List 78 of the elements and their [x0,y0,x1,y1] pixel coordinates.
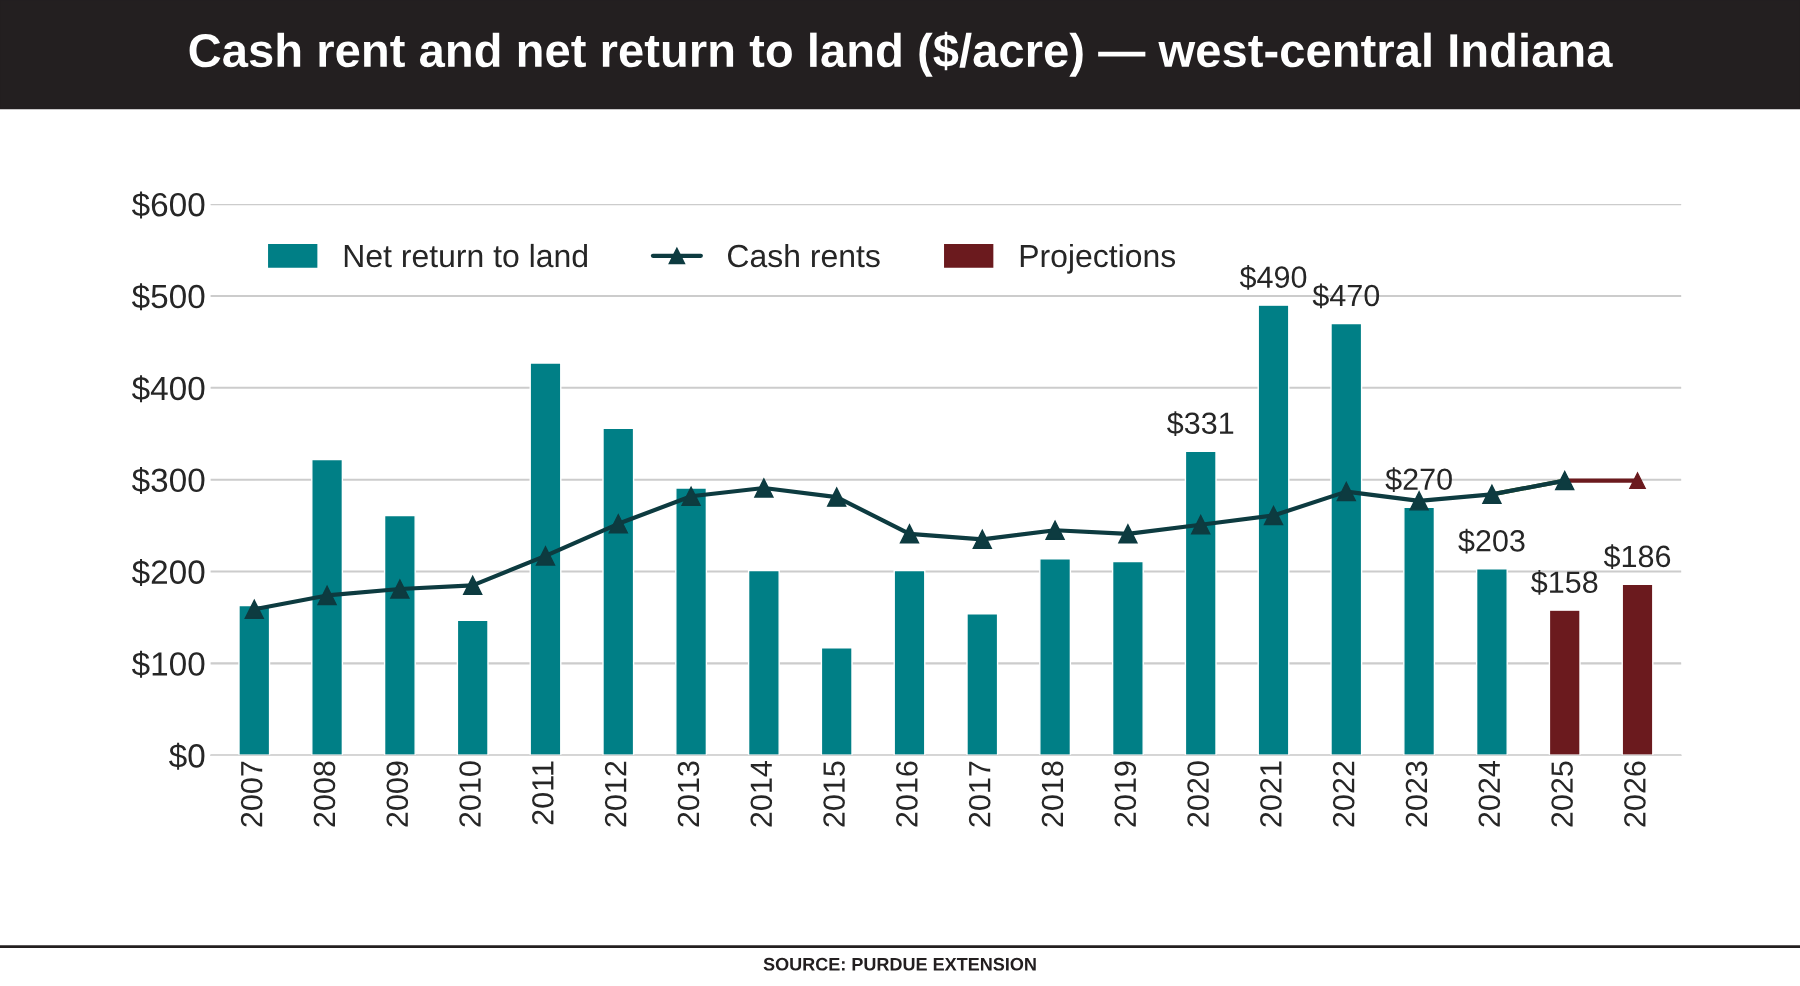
x-tick-label: 2013 [677,761,700,827]
bar [1548,609,1581,756]
bar [1257,304,1290,756]
data-label: $470 [1312,283,1380,309]
y-tick-label: $400 [131,375,205,403]
point [1336,481,1357,502]
y-tick-label: $500 [131,283,205,311]
point [1190,514,1211,535]
point [826,487,847,507]
bar [1621,583,1654,756]
x-tick-label: 2021 [1260,761,1282,827]
bar [1403,506,1436,756]
x-tick-label: 2023 [1405,761,1428,827]
point [1045,520,1065,540]
point [608,514,629,534]
y-tick-label: $600 [131,191,205,219]
x-tick-label: 2007 [240,761,263,827]
bar [747,569,780,756]
bar [1039,557,1072,756]
bar [1184,450,1217,756]
x-tick-label: 2015 [823,761,845,827]
x-tick-label: 2019 [1114,761,1137,827]
x-tick-label: 2022 [1332,761,1355,827]
bar [893,569,926,756]
x-tick-label: 2017 [968,761,991,827]
bar [1111,560,1144,756]
bar [456,619,489,756]
bar [238,604,271,756]
legend-label: Net return to land [344,243,587,268]
point [681,486,701,506]
y-tick-label: $200 [131,558,205,586]
bar [1475,568,1508,756]
x-tick-label: 2009 [386,761,409,827]
point [1118,524,1138,544]
x-tick-label: 2026 [1624,761,1646,827]
bar [1330,322,1363,756]
data-label: $158 [1531,570,1598,595]
data-label: $331 [1167,411,1234,436]
data-label: $490 [1239,265,1307,290]
x-tick-label: 2024 [1478,761,1501,827]
point [1482,484,1502,505]
x-tick-label: 2011 [532,761,554,825]
x-tick-label: 2016 [896,761,918,827]
data-label: $203 [1458,528,1525,554]
x-tick-label: 2012 [604,761,627,827]
x-tick-label: 2008 [313,761,336,827]
point [1409,491,1429,511]
point [317,585,337,606]
point [1629,472,1646,489]
bar [529,362,562,756]
bar [675,487,708,756]
legend-label: Projections [1020,243,1176,274]
bar [311,458,344,756]
point [390,579,410,599]
x-tick-label: 2018 [1041,761,1064,827]
bar [383,514,416,756]
bar [602,427,635,756]
point [754,478,774,498]
point [899,524,920,544]
data-label: $270 [1385,467,1452,492]
point [244,599,265,619]
x-tick-label: 2014 [750,761,773,827]
bar [966,613,999,756]
x-tick-label: 2025 [1551,761,1573,827]
y-tick-label: $0 [169,742,205,770]
point [462,575,483,596]
point [535,546,556,566]
chart-title: Cash rent and net return to land ($/acre) — west-central Indiana [189,31,1613,77]
legend-label: Cash rents [728,243,880,268]
y-tick-label: $100 [131,650,205,678]
x-tick-label: 2020 [1187,761,1209,827]
x-tick-label: 2010 [459,761,481,827]
bar [820,647,853,756]
point [1263,505,1284,526]
data-label: $186 [1603,544,1671,570]
point [972,529,993,550]
source-note: SOURCE: PURDUE EXTENSION [763,957,1036,971]
y-tick-label: $300 [131,467,205,495]
